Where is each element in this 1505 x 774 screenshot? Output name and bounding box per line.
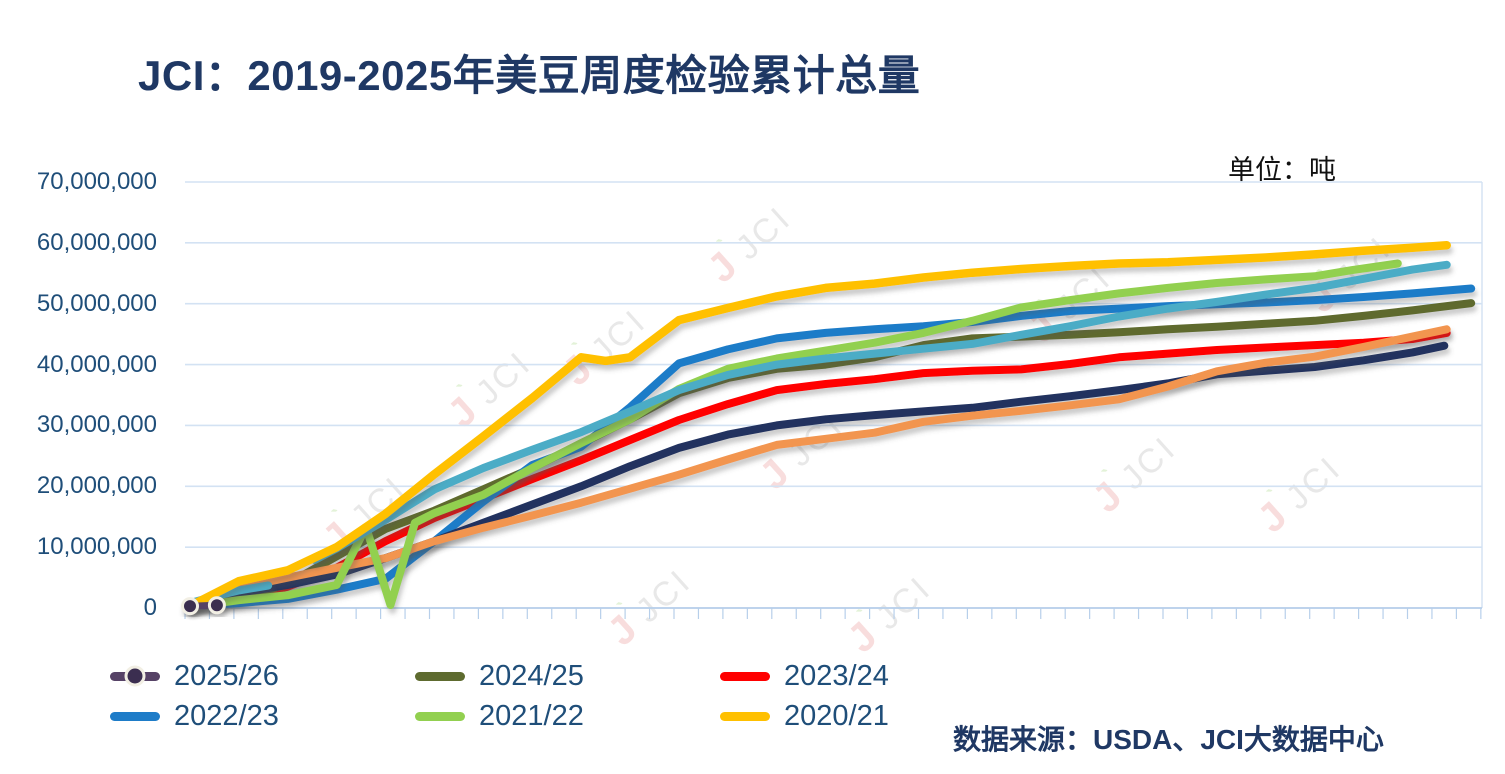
data-point-marker (207, 596, 226, 615)
legend-item-2023-24: 2023/24 (720, 660, 889, 692)
y-tick-label: 20,000,000 (36, 472, 157, 500)
y-tick-label: 10,000,000 (36, 533, 157, 561)
series-line-skyblue-line (186, 260, 1451, 608)
legend-label: 2022/23 (174, 699, 279, 732)
legend-item-2024-25: 2024/25 (415, 660, 584, 692)
legend-marker-dot (124, 665, 146, 687)
legend-swatch (720, 671, 770, 681)
legend-swatch (110, 665, 160, 687)
legend-item-2022-23: 2022/23 (110, 700, 279, 732)
chart-title: JCI：2019-2025年美豆周度检验累计总量 (138, 52, 921, 99)
series-path (186, 328, 1451, 611)
y-tick-label: 0 (143, 594, 157, 621)
gridlines (184, 181, 1483, 619)
y-tick-label: 50,000,000 (36, 289, 157, 317)
legend-label: 2020/21 (784, 699, 889, 732)
legend-label: 2025/26 (174, 659, 279, 692)
data-point-marker (181, 597, 199, 616)
legend-swatch (720, 711, 770, 721)
legend-label: 2024/25 (479, 659, 584, 692)
source-note: 数据来源：USDA、JCI大数据中心 (953, 724, 1384, 755)
legend-label: 2021/22 (479, 699, 584, 732)
series-path (186, 259, 1402, 611)
y-tick-label: 70,000,000 (36, 168, 157, 195)
legend-swatch (110, 711, 160, 721)
plot-series (181, 241, 1476, 616)
series-line-2023-24 (186, 328, 1451, 611)
series-path (185, 241, 1451, 611)
legend-item-2025-26: 2025/26 (110, 660, 279, 692)
y-tick-label: 40,000,000 (36, 350, 157, 378)
series-path (186, 299, 1476, 611)
legend-swatch (415, 671, 465, 681)
series-line-orange-line (186, 325, 1451, 609)
legend-swatch (415, 711, 465, 721)
series-path (310, 260, 1451, 564)
series-line-2021-22 (186, 259, 1402, 611)
unit-label: 单位：吨 (1228, 155, 1336, 185)
series-line-2024-25 (186, 299, 1476, 611)
y-tick-label: 30,000,000 (36, 411, 157, 439)
series-line-2025-26 (181, 596, 226, 616)
series-path (186, 325, 1451, 609)
legend-item-2020-21: 2020/21 (720, 700, 889, 732)
series-line-2020-21 (185, 241, 1451, 611)
legend-item-2021-22: 2021/22 (415, 700, 584, 732)
y-tick-label: 60,000,000 (36, 228, 157, 256)
legend-label: 2023/24 (784, 659, 889, 692)
